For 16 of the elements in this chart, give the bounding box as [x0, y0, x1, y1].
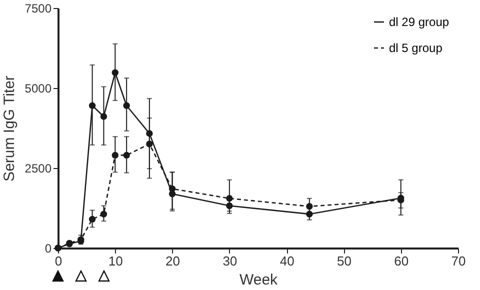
x-axis-title: Week — [239, 272, 278, 288]
y-tick-label: 7500 — [24, 2, 52, 16]
x-tick-label: 60 — [394, 254, 409, 268]
x-tick-label: 70 — [451, 254, 466, 268]
x-tick-label: 40 — [280, 254, 294, 268]
x-tick-label: 20 — [166, 254, 180, 268]
legend-label: dl 5 group — [389, 41, 443, 55]
y-tick-label: 2500 — [24, 162, 52, 176]
x-tick-label: 50 — [336, 254, 352, 268]
y-axis-title: Serum IgG Titer — [0, 76, 18, 182]
legend-label: dl 29 group — [389, 15, 450, 29]
x-tick-label: 10 — [108, 254, 123, 268]
y-tick-label: 0 — [44, 242, 52, 256]
x-tick-label: 0 — [54, 254, 62, 268]
y-tick-label: 5000 — [24, 82, 52, 96]
x-tick-label: 30 — [222, 254, 238, 268]
